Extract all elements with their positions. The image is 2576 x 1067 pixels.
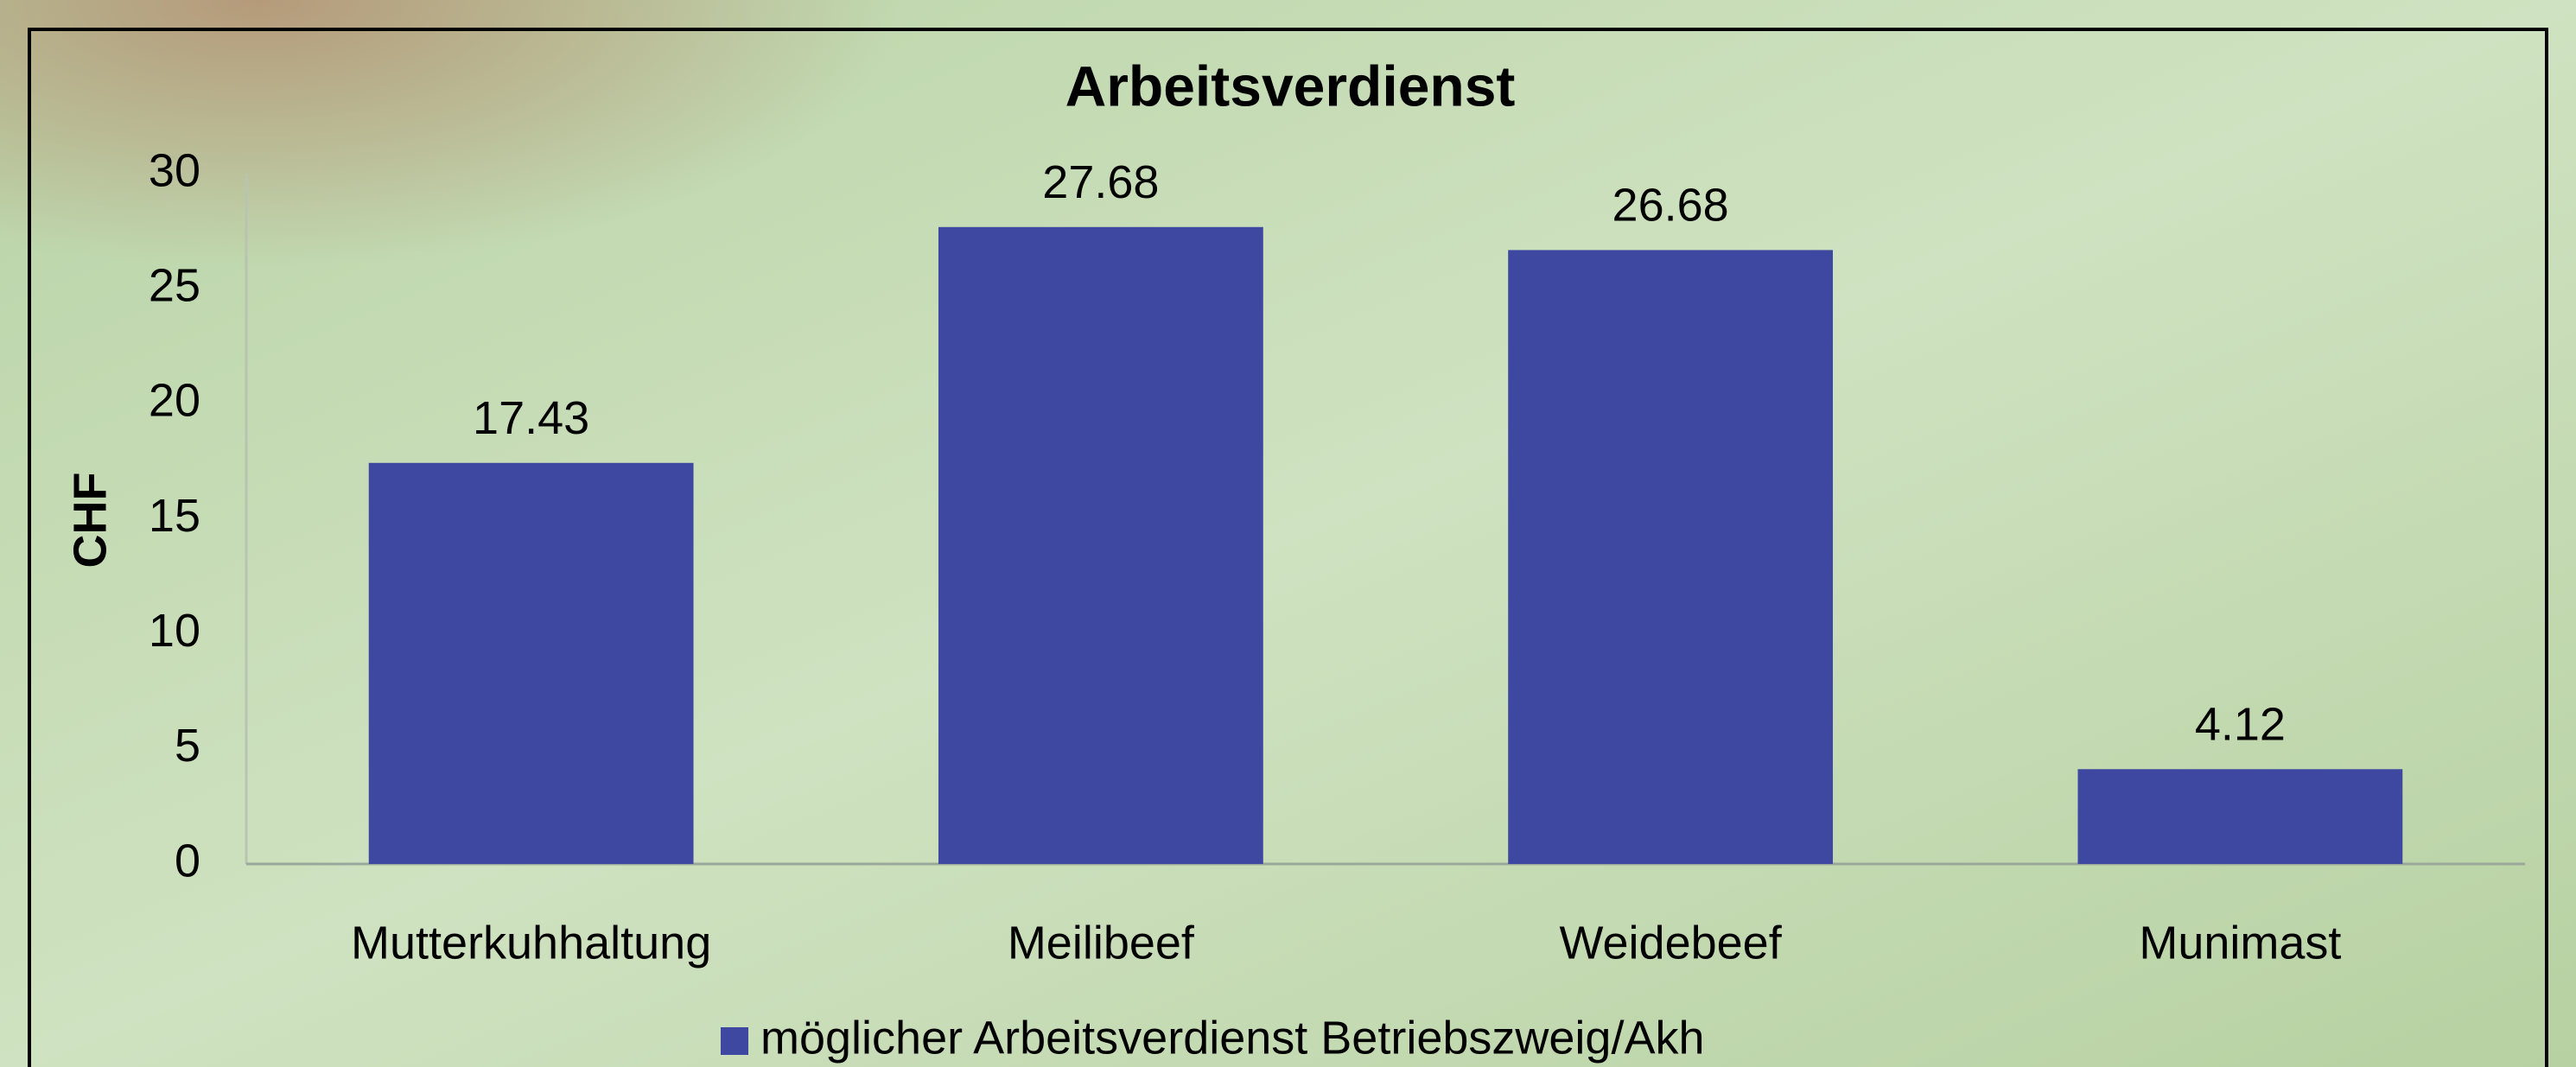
data-label: 27.68 [1042,156,1159,208]
y-tick-label: 30 [149,144,200,196]
y-tick-label: 20 [149,375,200,427]
x-tick-label: Munimast [2139,917,2341,969]
y-axis-label: CHF [64,473,116,568]
x-tick-label: Weidebeef [1560,917,1783,969]
legend-label: möglicher Arbeitsverdienst Betriebszweig… [760,1012,1705,1064]
y-tick-label: 10 [149,605,200,657]
data-label: 4.12 [2195,699,2286,751]
y-tick-label: 5 [175,720,200,772]
bar [1508,250,1834,864]
y-tick-label: 25 [149,259,200,311]
chart-frame [28,28,2548,1067]
bar [938,226,1263,865]
data-label: 17.43 [473,392,589,444]
chart-title: Arbeitsverdienst [1065,54,1516,117]
y-tick-label: 0 [175,835,200,886]
bar [368,462,694,864]
data-label: 26.68 [1612,180,1729,232]
x-tick-label: Meilibeef [1008,917,1195,969]
x-tick-label: Mutterkuhhaltung [351,917,711,969]
y-tick-label: 15 [149,490,200,542]
legend-swatch [721,1027,748,1055]
bar [2077,769,2403,864]
